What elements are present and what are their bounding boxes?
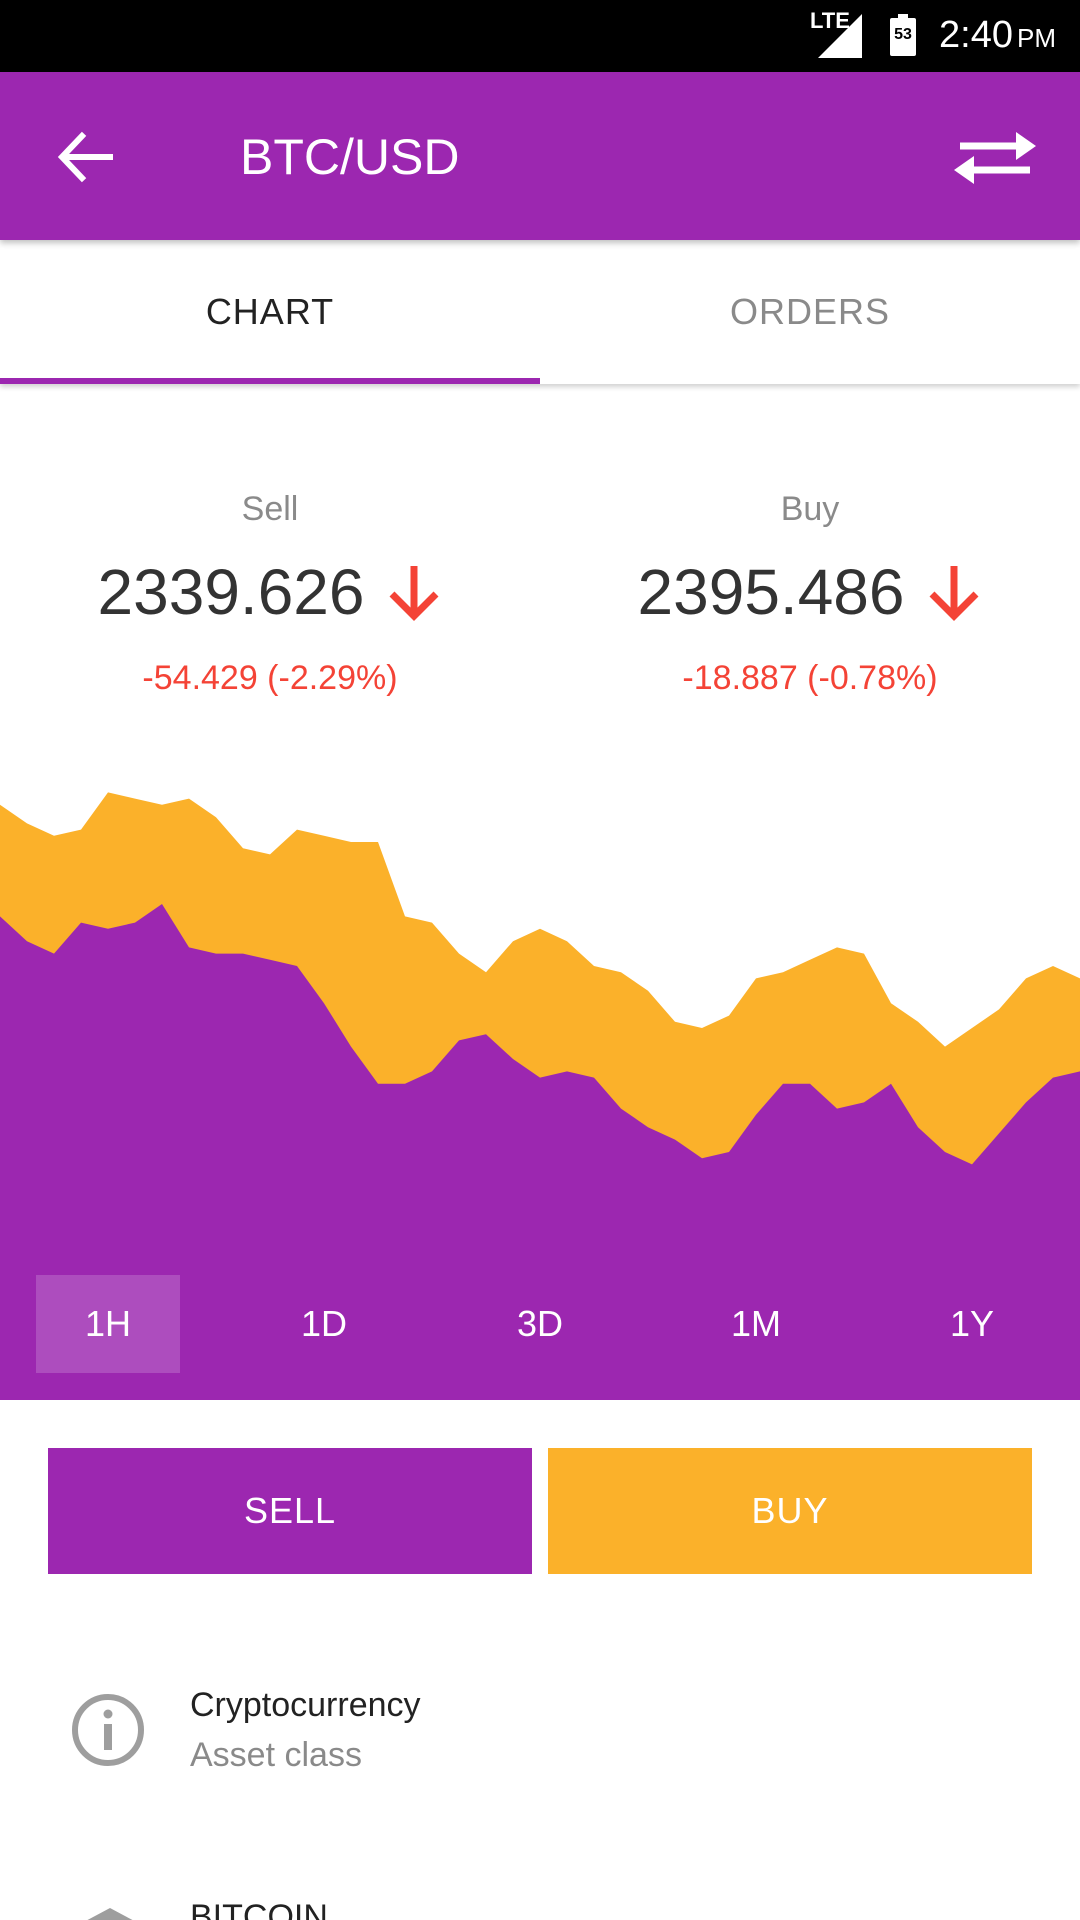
buy-price-panel: Buy 2395.486 -18.887 (-0.78%)	[540, 490, 1080, 698]
tab-indicator	[0, 378, 540, 384]
time-range-selector: 1H 1D 3D 1M 1Y	[0, 1275, 1080, 1375]
signal-icon	[818, 14, 862, 58]
asset-name-row: BITCOIN	[0, 1890, 1080, 1920]
range-1h-button[interactable]: 1H	[36, 1275, 180, 1373]
sell-change: -54.429 (-2.29%)	[142, 659, 398, 697]
buy-change: -18.887 (-0.78%)	[682, 659, 938, 697]
tab-chart[interactable]: CHART	[205, 291, 335, 332]
arrow-down-icon	[389, 566, 439, 621]
sell-button[interactable]: SELL	[48, 1448, 532, 1574]
network-type: LTE	[810, 8, 850, 33]
arrow-down-icon	[929, 566, 979, 621]
buy-price: 2395.486	[637, 556, 905, 628]
arrow-left-icon[interactable]	[50, 122, 120, 192]
asset-class-label: Asset class	[190, 1736, 362, 1774]
sell-price: 2339.626	[97, 556, 365, 628]
asset-class-value: Cryptocurrency	[190, 1686, 421, 1724]
status-bar: LTE 53 2:40 PM	[0, 0, 1080, 72]
tab-orders[interactable]: ORDERS	[729, 291, 891, 332]
range-3d-button[interactable]: 3D	[516, 1303, 564, 1344]
sell-label: Sell	[241, 490, 299, 528]
battery-level: 53	[894, 26, 912, 43]
page-title: BTC/USD	[240, 129, 460, 185]
info-circle-icon	[72, 1694, 144, 1766]
swap-arrows-icon[interactable]	[950, 122, 1040, 192]
buy-button[interactable]: BUY	[548, 1448, 1032, 1574]
app-bar: BTC/USD	[0, 72, 1080, 240]
sell-price-panel: Sell 2339.626 -54.429 (-2.29%)	[0, 490, 540, 698]
asset-class-row: Cryptocurrency Asset class	[0, 1680, 1080, 1790]
range-1y-button[interactable]: 1Y	[949, 1303, 995, 1344]
price-chart-svg	[0, 792, 1080, 1400]
price-chart	[0, 780, 1080, 1400]
clock: 2:40 PM	[939, 14, 1056, 56]
asset-name: BITCOIN	[190, 1898, 328, 1920]
battery-icon	[890, 14, 916, 56]
tab-bar: CHART ORDERS	[0, 240, 1080, 384]
bitcoin-icon	[87, 1908, 133, 1920]
range-1m-button[interactable]: 1M	[730, 1303, 781, 1344]
area-series-lower	[0, 904, 1080, 1400]
range-1d-button[interactable]: 1D	[300, 1303, 348, 1344]
buy-label: Buy	[780, 490, 840, 528]
